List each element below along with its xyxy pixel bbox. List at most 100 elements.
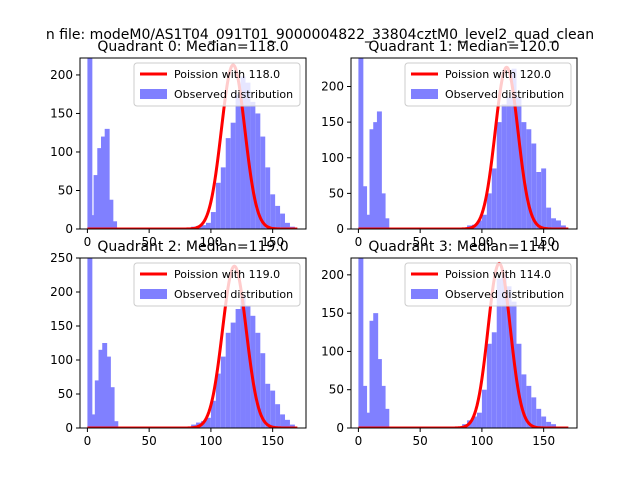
histogram-bar: [516, 97, 522, 229]
histogram-bar: [521, 374, 527, 428]
histogram-bar: [240, 295, 246, 428]
histogram-bar: [260, 353, 266, 428]
histogram-bar: [531, 143, 537, 229]
histogram-bar: [275, 404, 281, 428]
histogram-bar: [496, 278, 502, 428]
histogram-bar: [560, 225, 566, 229]
histogram-bar: [365, 214, 371, 229]
y-tick-label: 150: [321, 306, 344, 320]
histogram-bars: [87, 258, 295, 428]
histogram-bar: [285, 419, 290, 428]
figure-suptitle: n file: modeM0/AS1T04_091T01_9000004822_…: [46, 27, 594, 43]
y-tick-label: 50: [329, 383, 344, 397]
y-tick-label: 100: [50, 353, 73, 367]
histogram-bar: [358, 258, 364, 428]
legend-hist-label: Observed distribution: [445, 88, 564, 101]
y-tick-label: 50: [329, 186, 344, 200]
histogram-bar: [105, 356, 111, 428]
histogram-bar: [275, 205, 281, 229]
histogram-bar: [369, 129, 375, 229]
histogram-bar: [104, 128, 110, 229]
legend-hist-swatch: [411, 89, 438, 99]
y-tick-label: 0: [65, 421, 73, 435]
x-tick-label: 100: [470, 235, 493, 249]
legend-hist-swatch: [411, 289, 438, 299]
histogram-bar: [225, 332, 231, 428]
histogram-bar: [546, 421, 552, 428]
x-tick-label: 150: [261, 434, 284, 448]
histogram-bar: [210, 212, 216, 229]
y-tick-label: 100: [321, 151, 344, 165]
histogram-bar: [362, 186, 368, 229]
subplot-title: Quadrant 0: Median=118.0: [97, 39, 288, 55]
x-tick-label: 0: [355, 434, 363, 448]
y-tick-label: 250: [50, 251, 73, 265]
legend: Poission with 120.0 Observed distribution: [404, 62, 572, 107]
y-tick-label: 150: [321, 115, 344, 129]
histogram-bar: [94, 380, 100, 428]
histogram-bar: [506, 286, 512, 428]
histogram-bar: [220, 356, 226, 428]
subplot-title: Quadrant 2: Median=119.0: [97, 239, 288, 255]
subplot-quadrant-1: Quadrant 1: Median=120.0 0 50 100 150 0 50 100 1…: [321, 39, 578, 249]
histogram-bar: [201, 225, 206, 229]
histogram-bar: [486, 193, 492, 229]
histogram-bar: [260, 136, 266, 229]
x-tick-label: 100: [470, 434, 493, 448]
histogram-bar: [109, 387, 115, 428]
y-tick-label: 150: [50, 319, 73, 333]
x-tick-label: 50: [142, 235, 157, 249]
histogram-bar: [265, 383, 271, 428]
legend: Poission with 118.0 Observed distribution: [133, 62, 301, 107]
histogram-bar: [250, 101, 256, 229]
subplot-grid: Quadrant 0: Median=118.0 0 50 100 150 0 50 100 1…: [50, 39, 578, 448]
x-tick-label: 150: [261, 235, 284, 249]
histogram-bar: [481, 389, 487, 428]
legend: Poission with 114.0 Observed distribution: [404, 262, 572, 307]
histogram-bar: [113, 421, 119, 428]
histogram-bar: [87, 258, 93, 428]
y-tick-label: 150: [50, 106, 73, 120]
histogram-bar: [373, 122, 379, 229]
y-tick-label: 0: [336, 421, 344, 435]
legend-hist-swatch: [140, 289, 167, 299]
histogram-bar: [380, 193, 386, 229]
histogram-bar: [501, 274, 507, 428]
x-tick-label: 0: [355, 235, 363, 249]
histogram-bar: [476, 412, 482, 428]
y-tick-label: 200: [321, 80, 344, 94]
histogram-bar: [230, 322, 236, 428]
legend-box: [404, 62, 572, 107]
y-tick-label: 0: [65, 222, 73, 236]
legend-box: [133, 62, 301, 107]
axes-frame: [79, 257, 307, 429]
legend-curve-label: Poission with 119.0: [174, 268, 280, 281]
histogram-bar: [240, 76, 246, 229]
axes-frame: [350, 57, 578, 230]
axes-frame: [79, 57, 307, 230]
histogram-bar: [89, 215, 95, 229]
subplot-quadrant-3: Quadrant 3: Median=114.0 0 50 100 150 0 50 100 1…: [321, 239, 578, 448]
histogram-bar: [235, 309, 241, 428]
histogram-bar: [245, 305, 251, 428]
histogram-bar: [384, 218, 390, 229]
legend: Poission with 119.0 Observed distribution: [133, 262, 301, 307]
histogram-bar: [551, 218, 557, 229]
y-tick-label: 200: [50, 68, 73, 82]
subplot-quadrant-2: Quadrant 2: Median=119.0 0 50 100 150 0 50 100 1…: [50, 239, 307, 448]
y-tick-label: 100: [50, 145, 73, 159]
histogram-bar: [476, 220, 482, 229]
histogram-bar: [526, 129, 532, 229]
histogram-bar: [280, 414, 286, 428]
subplot-quadrant-0: Quadrant 0: Median=118.0 0 50 100 150 0 50 100 1…: [50, 39, 307, 249]
histogram-bar: [486, 343, 492, 428]
histogram-bar: [87, 58, 93, 229]
subplot-title: Quadrant 3: Median=114.0: [368, 239, 559, 255]
histogram-bar: [285, 222, 290, 229]
histogram-bar: [255, 113, 261, 229]
legend-box: [404, 262, 572, 307]
histogram-bar: [380, 385, 386, 428]
y-tick-label: 0: [336, 222, 344, 236]
y-tick-label: 100: [321, 344, 344, 358]
